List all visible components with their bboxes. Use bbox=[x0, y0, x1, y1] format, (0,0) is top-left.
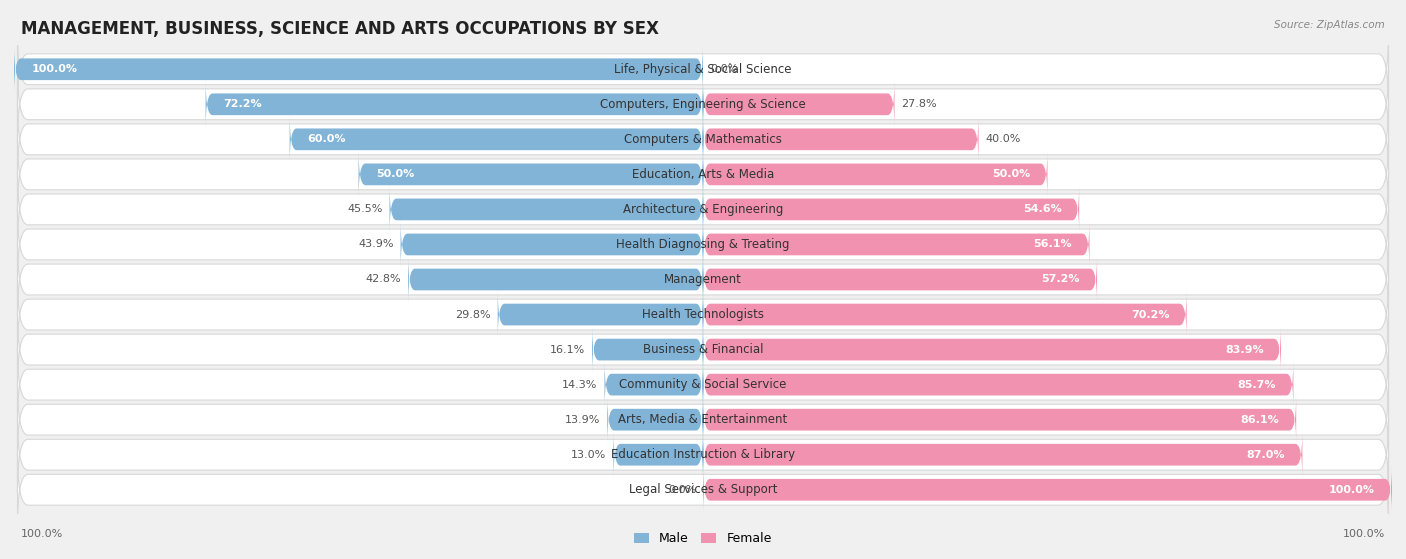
FancyBboxPatch shape bbox=[703, 150, 1047, 198]
Text: 70.2%: 70.2% bbox=[1130, 310, 1170, 320]
FancyBboxPatch shape bbox=[703, 115, 979, 164]
FancyBboxPatch shape bbox=[17, 348, 1389, 422]
Text: 14.3%: 14.3% bbox=[562, 380, 598, 390]
FancyBboxPatch shape bbox=[17, 277, 1389, 352]
FancyBboxPatch shape bbox=[359, 150, 703, 198]
Text: 100.0%: 100.0% bbox=[31, 64, 77, 74]
Text: 27.8%: 27.8% bbox=[901, 100, 936, 110]
Text: 72.2%: 72.2% bbox=[222, 100, 262, 110]
FancyBboxPatch shape bbox=[605, 361, 703, 409]
FancyBboxPatch shape bbox=[703, 325, 1281, 374]
FancyBboxPatch shape bbox=[17, 312, 1389, 387]
Text: 100.0%: 100.0% bbox=[21, 529, 63, 539]
Text: 13.0%: 13.0% bbox=[571, 449, 606, 459]
Text: 83.9%: 83.9% bbox=[1225, 344, 1264, 354]
FancyBboxPatch shape bbox=[703, 220, 1090, 269]
Text: 50.0%: 50.0% bbox=[993, 169, 1031, 179]
Text: 57.2%: 57.2% bbox=[1042, 274, 1080, 285]
FancyBboxPatch shape bbox=[703, 255, 1097, 304]
Text: 87.0%: 87.0% bbox=[1247, 449, 1285, 459]
Legend: Male, Female: Male, Female bbox=[630, 527, 776, 550]
FancyBboxPatch shape bbox=[703, 290, 1187, 339]
Text: 50.0%: 50.0% bbox=[375, 169, 413, 179]
Text: 60.0%: 60.0% bbox=[307, 134, 346, 144]
Text: Business & Financial: Business & Financial bbox=[643, 343, 763, 356]
Text: Life, Physical & Social Science: Life, Physical & Social Science bbox=[614, 63, 792, 76]
FancyBboxPatch shape bbox=[389, 185, 703, 234]
Text: 16.1%: 16.1% bbox=[550, 344, 585, 354]
Text: 54.6%: 54.6% bbox=[1024, 205, 1062, 215]
Text: Community & Social Service: Community & Social Service bbox=[619, 378, 787, 391]
FancyBboxPatch shape bbox=[205, 80, 703, 129]
Text: Architecture & Engineering: Architecture & Engineering bbox=[623, 203, 783, 216]
FancyBboxPatch shape bbox=[607, 395, 703, 444]
Text: Health Technologists: Health Technologists bbox=[643, 308, 763, 321]
FancyBboxPatch shape bbox=[17, 102, 1389, 177]
Text: 0.0%: 0.0% bbox=[668, 485, 696, 495]
Text: MANAGEMENT, BUSINESS, SCIENCE AND ARTS OCCUPATIONS BY SEX: MANAGEMENT, BUSINESS, SCIENCE AND ARTS O… bbox=[21, 20, 659, 37]
FancyBboxPatch shape bbox=[17, 207, 1389, 282]
FancyBboxPatch shape bbox=[17, 382, 1389, 457]
Text: 43.9%: 43.9% bbox=[359, 239, 394, 249]
Text: Arts, Media & Entertainment: Arts, Media & Entertainment bbox=[619, 413, 787, 426]
Text: 42.8%: 42.8% bbox=[366, 274, 401, 285]
Text: Education, Arts & Media: Education, Arts & Media bbox=[631, 168, 775, 181]
FancyBboxPatch shape bbox=[592, 325, 703, 374]
Text: 85.7%: 85.7% bbox=[1237, 380, 1277, 390]
Text: Source: ZipAtlas.com: Source: ZipAtlas.com bbox=[1274, 20, 1385, 30]
FancyBboxPatch shape bbox=[401, 220, 703, 269]
Text: 45.5%: 45.5% bbox=[347, 205, 382, 215]
Text: Management: Management bbox=[664, 273, 742, 286]
Text: Legal Services & Support: Legal Services & Support bbox=[628, 483, 778, 496]
Text: 100.0%: 100.0% bbox=[1329, 485, 1375, 495]
FancyBboxPatch shape bbox=[17, 453, 1389, 527]
FancyBboxPatch shape bbox=[703, 466, 1392, 514]
Text: 86.1%: 86.1% bbox=[1240, 415, 1279, 425]
FancyBboxPatch shape bbox=[613, 430, 703, 479]
FancyBboxPatch shape bbox=[703, 395, 1296, 444]
FancyBboxPatch shape bbox=[17, 137, 1389, 211]
Text: Computers & Mathematics: Computers & Mathematics bbox=[624, 133, 782, 146]
Text: 56.1%: 56.1% bbox=[1033, 239, 1073, 249]
Text: 100.0%: 100.0% bbox=[1343, 529, 1385, 539]
FancyBboxPatch shape bbox=[17, 172, 1389, 247]
FancyBboxPatch shape bbox=[703, 80, 894, 129]
FancyBboxPatch shape bbox=[408, 255, 703, 304]
FancyBboxPatch shape bbox=[17, 418, 1389, 492]
Text: 40.0%: 40.0% bbox=[986, 134, 1021, 144]
Text: Computers, Engineering & Science: Computers, Engineering & Science bbox=[600, 98, 806, 111]
FancyBboxPatch shape bbox=[290, 115, 703, 164]
FancyBboxPatch shape bbox=[703, 361, 1294, 409]
FancyBboxPatch shape bbox=[703, 185, 1080, 234]
FancyBboxPatch shape bbox=[498, 290, 703, 339]
Text: 0.0%: 0.0% bbox=[710, 64, 738, 74]
FancyBboxPatch shape bbox=[17, 243, 1389, 316]
FancyBboxPatch shape bbox=[703, 430, 1302, 479]
Text: 29.8%: 29.8% bbox=[456, 310, 491, 320]
Text: Education Instruction & Library: Education Instruction & Library bbox=[612, 448, 794, 461]
FancyBboxPatch shape bbox=[17, 67, 1389, 141]
FancyBboxPatch shape bbox=[14, 45, 703, 93]
FancyBboxPatch shape bbox=[17, 32, 1389, 106]
Text: 13.9%: 13.9% bbox=[565, 415, 600, 425]
Text: Health Diagnosing & Treating: Health Diagnosing & Treating bbox=[616, 238, 790, 251]
